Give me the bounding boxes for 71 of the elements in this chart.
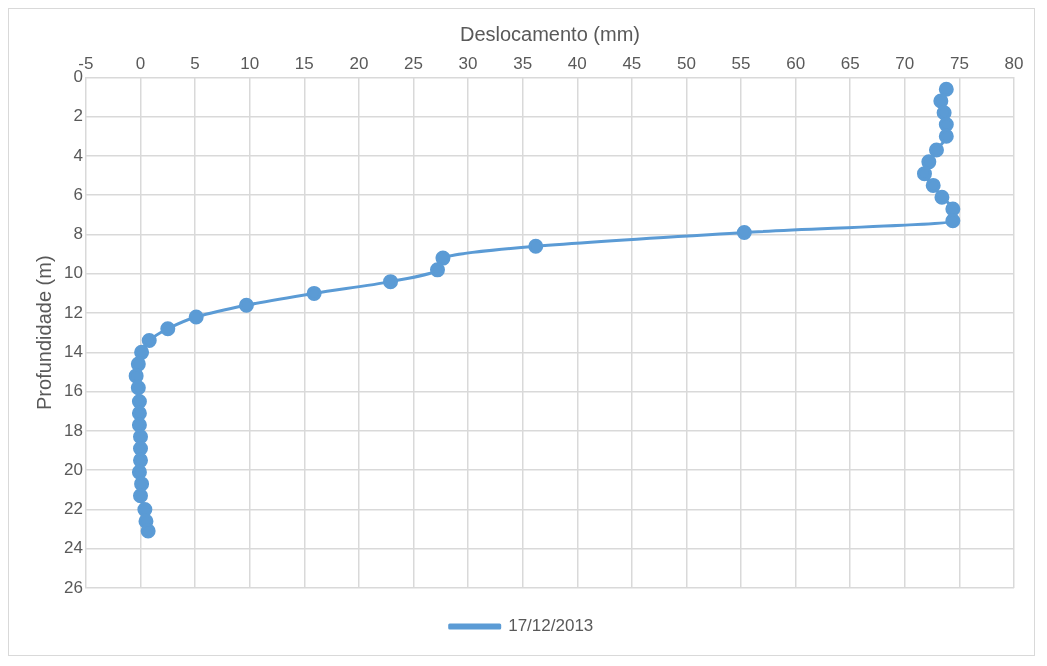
point <box>916 166 932 182</box>
y-tick-label: 0 <box>73 67 83 87</box>
y-tick-label: 16 <box>63 381 83 401</box>
y-tick-label: 2 <box>73 106 83 126</box>
point <box>429 262 445 278</box>
x-tick-label: 60 <box>786 53 806 73</box>
point <box>936 105 952 121</box>
point <box>130 356 146 372</box>
point <box>128 368 144 384</box>
point <box>945 201 961 217</box>
y-tick-label: 26 <box>63 577 83 597</box>
x-tick-label: 20 <box>349 53 369 73</box>
point <box>140 523 156 539</box>
point <box>933 93 949 109</box>
x-tick-label: 65 <box>840 53 860 73</box>
x-tick-label: 15 <box>294 53 314 73</box>
y-tick-label: 4 <box>73 145 83 165</box>
point <box>435 250 451 266</box>
point <box>130 380 146 396</box>
x-axis-title: Deslocamento (mm) <box>459 22 640 45</box>
y-axis-title: Profundidade (m) <box>32 255 55 410</box>
y-tick-label: 14 <box>63 342 83 362</box>
point <box>131 405 147 421</box>
point <box>133 452 148 468</box>
x-tick-label: 50 <box>676 53 696 73</box>
point <box>736 225 752 241</box>
x-tick-label: 70 <box>895 53 915 73</box>
y-tick-label: 12 <box>63 302 83 322</box>
point <box>131 464 147 480</box>
x-tick-label: 25 <box>404 53 423 73</box>
point <box>238 297 254 313</box>
x-tick-label: 80 <box>1004 53 1024 73</box>
y-tick-label: 24 <box>63 538 83 558</box>
point <box>925 177 941 193</box>
x-tick-label: 30 <box>458 53 478 73</box>
point <box>134 344 150 360</box>
y-tick-label: 22 <box>63 499 83 519</box>
point <box>131 417 147 433</box>
point <box>134 476 150 492</box>
x-tick-label: 0 <box>135 53 146 73</box>
x-tick-label: 55 <box>731 53 751 73</box>
x-tick-label: 5 <box>190 53 200 73</box>
legend-label: 17/12/2013 <box>508 616 594 636</box>
point <box>928 142 944 158</box>
x-tick-label: 40 <box>567 53 587 73</box>
point <box>383 274 399 290</box>
point <box>528 238 544 254</box>
y-tick-label: 10 <box>63 263 83 283</box>
point <box>306 285 322 301</box>
point <box>133 429 148 445</box>
point <box>133 441 148 457</box>
point <box>938 128 954 144</box>
x-tick-label: 35 <box>513 53 533 73</box>
point <box>945 213 961 229</box>
point <box>938 117 954 133</box>
y-tick-label: 6 <box>73 184 83 204</box>
point <box>934 189 950 205</box>
point <box>921 154 937 170</box>
y-tick-label: 20 <box>63 459 83 479</box>
x-tick-label: 10 <box>240 53 260 73</box>
point <box>141 333 157 349</box>
point <box>188 309 204 325</box>
y-tick-label: 18 <box>63 420 83 440</box>
point <box>938 81 954 97</box>
point <box>131 393 147 409</box>
x-tick-label: 75 <box>949 53 969 73</box>
y-tick-label: 8 <box>73 224 83 244</box>
point <box>137 501 153 517</box>
point <box>133 488 148 504</box>
x-tick-label: 45 <box>622 53 642 73</box>
point <box>160 321 176 337</box>
